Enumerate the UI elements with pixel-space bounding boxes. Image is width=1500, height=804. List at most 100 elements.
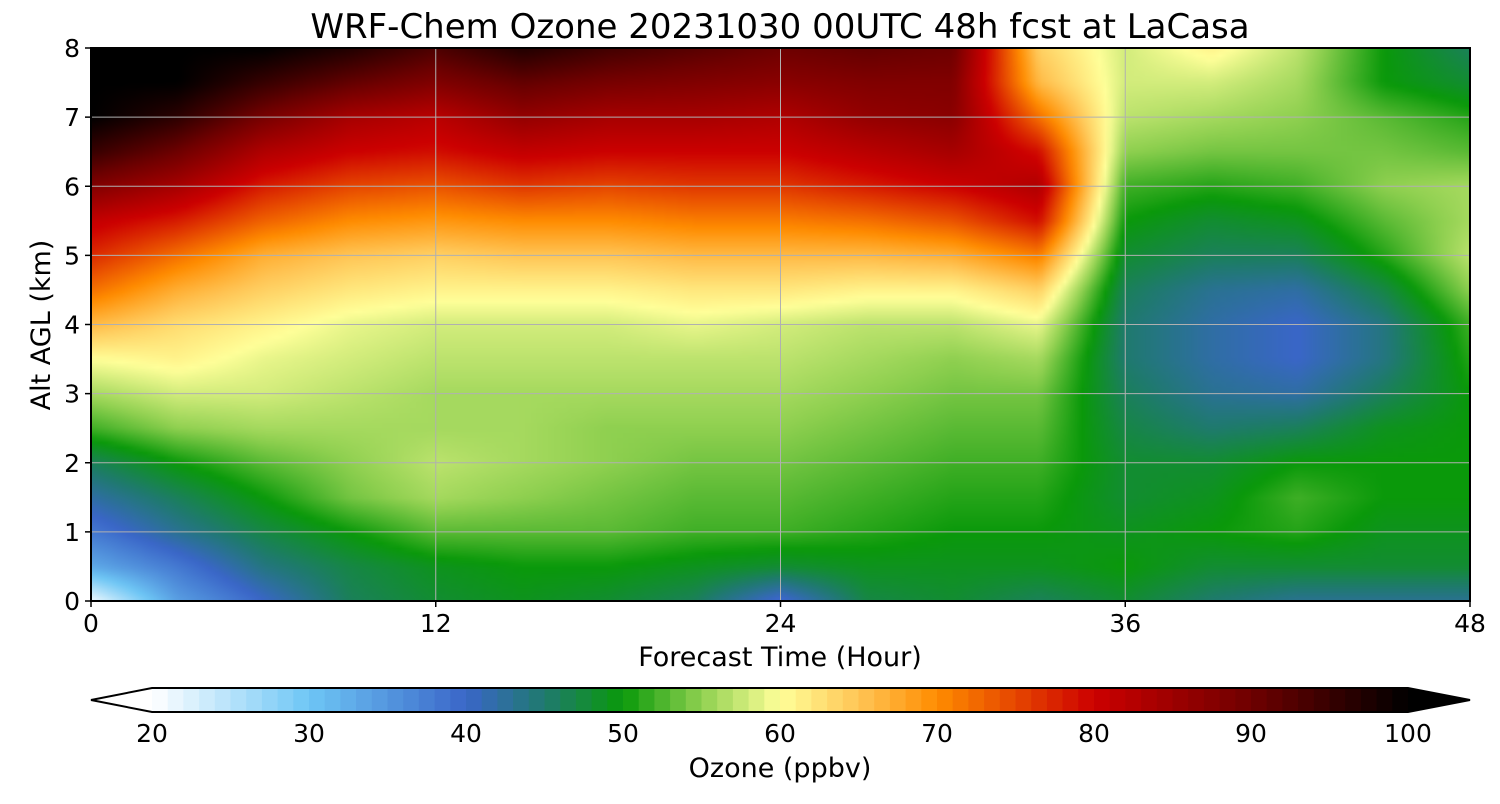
colorbar-segment	[1031, 688, 1048, 712]
chart-title: WRF-Chem Ozone 20231030 00UTC 48h fcst a…	[310, 7, 1249, 47]
colorbar-segment	[999, 688, 1017, 712]
x-tick-label: 0	[83, 609, 99, 638]
y-tick-label: 6	[64, 172, 80, 201]
colorbar-segment	[293, 688, 310, 712]
colorbar-tick-label: 50	[607, 719, 639, 748]
x-tick-label: 24	[765, 609, 797, 638]
colorbar-segment	[340, 688, 357, 712]
colorbar-segment	[1392, 688, 1409, 712]
colorbar-segment	[1125, 688, 1142, 712]
colorbar-segment	[1219, 688, 1236, 712]
x-tick-label: 36	[1109, 609, 1141, 638]
colorbar-segment	[214, 688, 232, 712]
colorbar-segment	[528, 688, 546, 712]
colorbar-segment	[1345, 688, 1362, 712]
y-axis-label: Alt AGL (km)	[26, 240, 57, 411]
colorbar-segment	[732, 688, 750, 712]
colorbar-segment	[466, 688, 483, 712]
colorbar-segment	[403, 688, 420, 712]
colorbar-segment	[1015, 688, 1032, 712]
colorbar-tick-label: 80	[1078, 719, 1110, 748]
colorbar-segment	[623, 688, 640, 712]
colorbar-segment	[1046, 688, 1064, 712]
x-tick-label: 12	[420, 609, 452, 638]
colorbar-tick-label: 20	[136, 719, 168, 748]
colorbar-segment	[748, 688, 765, 712]
colorbar-tick-label: 30	[293, 719, 325, 748]
colorbar-segment	[1172, 688, 1189, 712]
colorbar-segment	[1313, 688, 1331, 712]
y-tick-label: 2	[64, 449, 80, 478]
colorbar-segment	[152, 688, 169, 712]
colorbar-segment	[984, 688, 1001, 712]
colorbar-segment	[1156, 688, 1174, 712]
colorbar-segment	[1141, 688, 1158, 712]
colorbar-segment	[921, 688, 938, 712]
colorbar-segment	[701, 688, 718, 712]
colorbar-segment	[827, 688, 844, 712]
colorbar-segment	[1094, 688, 1111, 712]
colorbar-segment	[167, 688, 184, 712]
colorbar-segment	[670, 688, 687, 712]
colorbar-segment	[858, 688, 875, 712]
colorbar-segment	[1078, 688, 1095, 712]
colorbar-segment	[481, 688, 498, 712]
y-tick-label: 5	[64, 241, 80, 270]
colorbar-extend-max	[1408, 688, 1470, 712]
colorbar-segment	[1251, 688, 1268, 712]
colorbar-segment	[968, 688, 985, 712]
colorbar-segment	[199, 688, 216, 712]
colorbar-segment	[654, 688, 671, 712]
colorbar-outline	[90, 687, 1471, 713]
colorbar-tick-label: 100	[1384, 719, 1432, 748]
colorbar: 20 30 40 50 60 70 80 90 100	[90, 687, 1471, 748]
colorbar-segment	[575, 688, 593, 712]
colorbar-segment	[246, 688, 263, 712]
y-axis: 0 1 2 3 4 5 6 7 8	[64, 34, 91, 616]
colorbar-tick-label: 90	[1235, 719, 1267, 748]
colorbar-segment	[544, 688, 561, 712]
colorbar-segment	[183, 688, 200, 712]
colorbar-label: Ozone (ppbv)	[689, 753, 872, 784]
colorbar-segment	[1109, 688, 1126, 712]
y-tick-label: 8	[64, 34, 80, 63]
plot-area	[90, 47, 1471, 602]
y-tick-label: 0	[64, 587, 80, 616]
colorbar-segment	[277, 688, 294, 712]
colorbar-segment	[685, 688, 703, 712]
y-tick-label: 4	[64, 311, 80, 340]
colorbar-segment	[952, 688, 969, 712]
colorbar-segment	[1266, 688, 1283, 712]
colorbar-segment	[560, 688, 577, 712]
colorbar-segment	[937, 688, 954, 712]
x-axis: 0 12 24 36 48	[83, 601, 1486, 638]
y-tick-label: 7	[64, 103, 80, 132]
colorbar-segment	[387, 688, 404, 712]
colorbar-extend-min	[91, 688, 152, 712]
colorbar-tick-label: 40	[450, 719, 482, 748]
colorbar-segment	[842, 688, 860, 712]
x-axis-label: Forecast Time (Hour)	[638, 642, 922, 673]
colorbar-segment	[309, 688, 326, 712]
colorbar-segment	[889, 688, 907, 712]
colorbar-segment	[638, 688, 655, 712]
colorbar-segment	[324, 688, 341, 712]
colorbar-segment	[780, 688, 797, 712]
x-tick-label: 48	[1454, 609, 1486, 638]
colorbar-segment	[764, 688, 781, 712]
colorbar-segment	[1282, 688, 1299, 712]
colorbar-segment	[230, 688, 247, 712]
colorbar-segment	[607, 688, 624, 712]
y-tick-label: 3	[64, 380, 80, 409]
colorbar-segment	[717, 688, 734, 712]
colorbar-segment	[1235, 688, 1252, 712]
colorbar-segment	[1376, 688, 1393, 712]
colorbar-tick-label: 60	[764, 719, 796, 748]
colorbar-segment	[356, 688, 373, 712]
colorbar-segment	[795, 688, 812, 712]
colorbar-segment	[1062, 688, 1079, 712]
colorbar-segment	[1203, 688, 1221, 712]
colorbar-segment	[497, 688, 514, 712]
